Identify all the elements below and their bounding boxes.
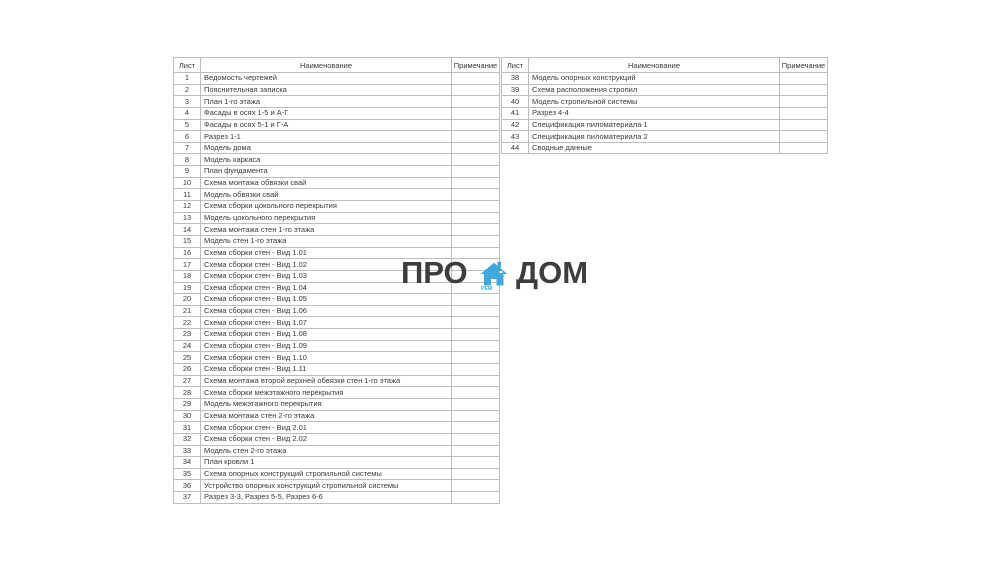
svg-text:РЕМ: РЕМ (481, 286, 492, 290)
